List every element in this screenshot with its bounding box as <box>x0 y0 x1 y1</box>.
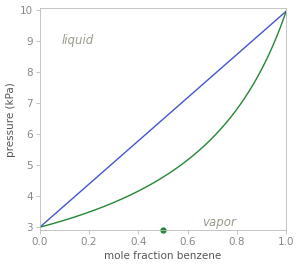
Y-axis label: pressure (kPa): pressure (kPa) <box>6 82 16 157</box>
Text: vapor: vapor <box>202 216 236 229</box>
Text: liquid: liquid <box>62 34 94 47</box>
X-axis label: mole fraction benzene: mole fraction benzene <box>104 252 222 261</box>
